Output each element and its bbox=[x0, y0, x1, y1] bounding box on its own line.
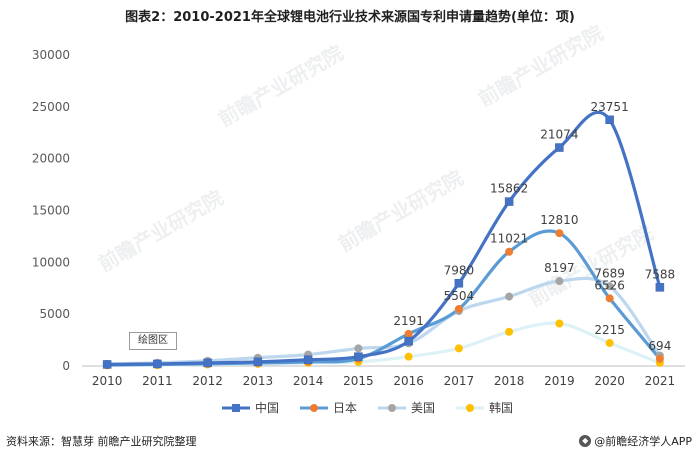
chart-title: 图表2：2010-2021年全球锂电池行业技术来源国专利申请量趋势(单位：项) bbox=[125, 10, 575, 25]
brand-credit: ◆ @前瞻经济学人APP bbox=[579, 433, 692, 449]
data-point bbox=[253, 357, 263, 367]
x-tick-label: 2012 bbox=[192, 374, 223, 388]
plot-area-tag: 绘图区 bbox=[129, 332, 177, 350]
x-tick-label: 2021 bbox=[645, 374, 676, 388]
x-tick-label: 2014 bbox=[293, 374, 324, 388]
data-point bbox=[505, 247, 514, 256]
series-line-韩国 bbox=[105, 321, 662, 368]
data-point bbox=[203, 358, 212, 368]
data-label: 21074 bbox=[540, 128, 578, 142]
x-tick-label: 2013 bbox=[243, 374, 274, 388]
data-label: 8197 bbox=[544, 261, 575, 275]
y-tick-label: 30000 bbox=[32, 48, 70, 62]
data-point bbox=[454, 304, 463, 313]
data-point bbox=[555, 277, 564, 286]
x-tick-label: 2017 bbox=[444, 374, 475, 388]
data-point bbox=[555, 229, 564, 238]
data-label: 11021 bbox=[490, 232, 528, 246]
series-line-中国 bbox=[105, 110, 662, 367]
legend-label: 日本 bbox=[333, 401, 357, 415]
x-tick-label: 2010 bbox=[92, 374, 123, 388]
data-point bbox=[354, 344, 363, 353]
data-point bbox=[404, 329, 413, 338]
data-label: 15862 bbox=[490, 182, 528, 196]
data-label: 2191 bbox=[393, 314, 424, 328]
data-point bbox=[454, 344, 463, 353]
data-label: 694 bbox=[648, 339, 671, 353]
logo-icon: ◆ bbox=[579, 435, 592, 447]
data-label: 5504 bbox=[444, 289, 475, 303]
x-tick-label: 2016 bbox=[393, 374, 424, 388]
y-tick-label: 15000 bbox=[32, 204, 70, 218]
data-label: 7689 bbox=[594, 266, 625, 280]
data-point bbox=[605, 115, 614, 125]
y-tick-label: 5000 bbox=[39, 307, 70, 321]
data-label: 7588 bbox=[645, 267, 676, 281]
data-point bbox=[303, 355, 313, 365]
y-tick-label: 20000 bbox=[32, 152, 70, 166]
data-point bbox=[655, 354, 664, 363]
data-label: 7980 bbox=[444, 263, 475, 277]
legend: 中国 日本 美国 韩国 bbox=[222, 400, 513, 415]
x-tick-label: 2020 bbox=[594, 374, 625, 388]
source-note: 资料来源：智慧芽 前瞻产业研究院整理 bbox=[6, 435, 197, 448]
legend-marker bbox=[466, 404, 474, 412]
y-tick-label: 0 bbox=[62, 359, 70, 373]
data-label: 6526 bbox=[594, 278, 625, 292]
x-tick-label: 2018 bbox=[494, 374, 525, 388]
data-label: 2215 bbox=[594, 323, 625, 337]
legend-label: 中国 bbox=[255, 400, 279, 415]
data-point bbox=[605, 339, 614, 348]
legend-marker bbox=[232, 404, 240, 412]
data-point bbox=[404, 352, 413, 361]
data-point bbox=[505, 327, 514, 336]
data-label: 23751 bbox=[591, 100, 629, 114]
data-point bbox=[504, 197, 514, 206]
legend-marker bbox=[310, 404, 318, 412]
y-tick-label: 10000 bbox=[32, 255, 70, 269]
data-point bbox=[454, 279, 464, 288]
data-point bbox=[102, 360, 112, 369]
x-tick-label: 2019 bbox=[544, 374, 575, 388]
data-point bbox=[404, 336, 413, 346]
legend-label: 韩国 bbox=[489, 400, 513, 415]
series-markers bbox=[102, 115, 665, 370]
data-point bbox=[505, 292, 514, 301]
data-point bbox=[555, 143, 564, 152]
series-line-日本 bbox=[105, 229, 662, 367]
brand-text: @前瞻经济学人APP bbox=[594, 435, 692, 448]
data-point bbox=[354, 352, 363, 361]
y-tick-label: 25000 bbox=[32, 100, 70, 114]
x-tick-label: 2011 bbox=[142, 374, 173, 388]
axes: 0 5000 10000 15000 20000 25000 30000 2010 2011 20… bbox=[32, 48, 685, 388]
legend-label: 美国 bbox=[411, 401, 435, 415]
x-tick-label: 2015 bbox=[343, 374, 374, 388]
series-lines bbox=[105, 110, 662, 368]
data-point bbox=[555, 319, 564, 328]
data-point bbox=[153, 359, 162, 369]
data-point bbox=[655, 283, 665, 292]
data-labels: 7980 15862 21074 23751 7588 2191 5504 11021 1281… bbox=[393, 100, 675, 353]
data-label: 12810 bbox=[540, 213, 578, 227]
data-point bbox=[605, 294, 614, 303]
data-point bbox=[605, 282, 614, 291]
legend-marker bbox=[388, 404, 396, 412]
